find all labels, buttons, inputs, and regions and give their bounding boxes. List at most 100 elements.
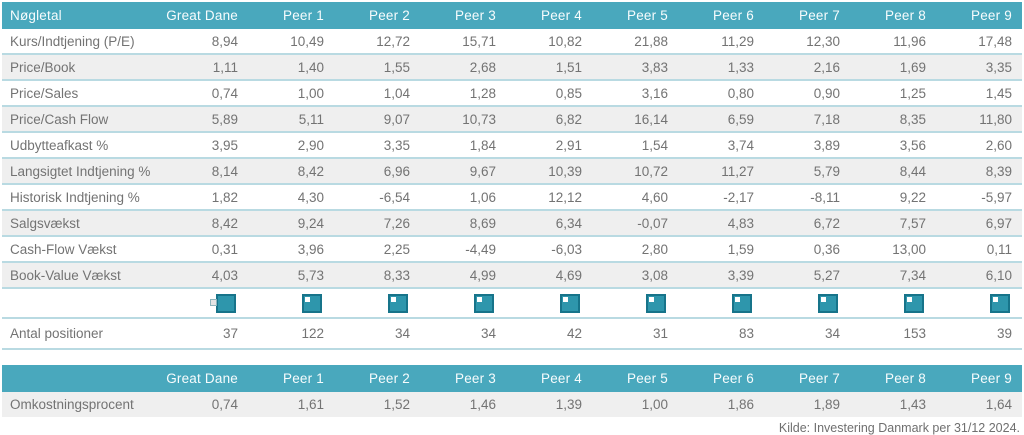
value-cell: 4,30 [248,184,334,211]
portfolio-icon [560,293,580,313]
value-cell: 3,74 [678,132,764,159]
value-cell: 12,12 [506,184,592,211]
icon-cell [936,288,1022,319]
value-cell: 1,51 [506,54,592,81]
portfolio-icon [646,293,666,313]
column-header: Peer 7 [764,365,850,392]
value-cell: 12,30 [764,29,850,55]
table-row: Historisk Indtjening % 1,82 4,30 -6,54 1,06 1… [2,184,1022,211]
row-label-header: Nøgletal [2,2,162,29]
value-cell: 2,60 [936,132,1022,159]
value-cell: 0,80 [678,80,764,107]
value-cell: 1,55 [334,54,420,81]
positions-row: Antal positioner 37 122 34 34 42 31 83 34 153 39 [2,318,1022,350]
value-cell: -2,17 [678,184,764,211]
value-cell: 9,22 [850,184,936,211]
value-cell: -6,03 [506,236,592,263]
value-cell: 1,82 [162,184,248,211]
value-cell: 1,33 [678,54,764,81]
row-label: Udbytteafkast % [2,132,162,159]
value-cell: 0,36 [764,236,850,263]
table-row: Price/Cash Flow 5,89 5,11 9,07 10,73 6,82 16,1… [2,106,1022,133]
value-cell: 11,29 [678,29,764,55]
icon-cell [592,288,678,319]
icon-cell [420,288,506,319]
value-cell: 1,64 [936,392,1022,417]
column-header: Peer 1 [248,365,334,392]
value-cell: 1,46 [420,392,506,417]
table-row: Book-Value Vækst 4,03 5,73 8,33 4,99 4,69 3,08… [2,262,1022,289]
row-label: Book-Value Vækst [2,262,162,289]
row-label: Kurs/Indtjening (P/E) [2,29,162,55]
value-cell: 10,82 [506,29,592,55]
value-cell: 21,88 [592,29,678,55]
value-cell: -5,97 [936,184,1022,211]
value-cell: 8,42 [248,158,334,185]
value-cell: 2,80 [592,236,678,263]
value-cell: 8,44 [850,158,936,185]
icon-cell [850,288,936,319]
value-cell: 3,08 [592,262,678,289]
icon-cell [506,288,592,319]
table-row: Udbytteafkast % 3,95 2,90 3,35 1,84 2,91 1,54 3… [2,132,1022,159]
value-cell: 0,11 [936,236,1022,263]
column-header: Peer 4 [506,365,592,392]
icon-cell [248,288,334,319]
portfolio-icon [210,293,236,313]
value-cell: 1,54 [592,132,678,159]
icon-cell [764,288,850,319]
column-header: Peer 6 [678,365,764,392]
value-cell: 1,39 [506,392,592,417]
column-header: Peer 9 [936,365,1022,392]
value-cell: 5,27 [764,262,850,289]
row-label [2,288,162,319]
key-figures-table: Nøgletal Great Dane Peer 1 Peer 2 Peer 3 Peer… [2,2,1022,350]
column-header: Peer 6 [678,2,764,29]
portfolio-icon [732,293,752,313]
row-label: Price/Cash Flow [2,106,162,133]
value-cell: -8,11 [764,184,850,211]
value-cell: 3,56 [850,132,936,159]
value-cell: 153 [850,318,936,350]
value-cell: 1,86 [678,392,764,417]
table-row: Cash-Flow Vækst 0,31 3,96 2,25 -4,49 -6,03 2,8… [2,236,1022,263]
value-cell: -6,54 [334,184,420,211]
value-cell: 34 [764,318,850,350]
row-label: Salgsvækst [2,210,162,237]
value-cell: 37 [162,318,248,350]
value-cell: 42 [506,318,592,350]
value-cell: 11,96 [850,29,936,55]
portfolio-icon [302,293,322,313]
value-cell: 8,94 [162,29,248,55]
value-cell: 1,59 [678,236,764,263]
value-cell: 1,61 [248,392,334,417]
portfolio-icon [818,293,838,313]
table-row: Kurs/Indtjening (P/E) 8,94 10,49 12,72 15,71… [2,29,1022,55]
column-header: Great Dane [162,365,248,392]
value-cell: 7,57 [850,210,936,237]
value-cell: 8,39 [936,158,1022,185]
value-cell: 17,48 [936,29,1022,55]
table-row: Omkostningsprocent 0,74 1,61 1,52 1,46 1,39 1,… [2,392,1022,417]
value-cell: 0,85 [506,80,592,107]
value-cell: 1,11 [162,54,248,81]
column-header: Peer 3 [420,2,506,29]
column-header: Peer 8 [850,2,936,29]
column-header: Peer 8 [850,365,936,392]
value-cell: 8,69 [420,210,506,237]
column-header: Peer 9 [936,2,1022,29]
value-cell: 2,90 [248,132,334,159]
value-cell: 8,42 [162,210,248,237]
row-label: Antal positioner [2,318,162,350]
value-cell: 5,73 [248,262,334,289]
value-cell: 7,18 [764,106,850,133]
value-cell: 2,91 [506,132,592,159]
value-cell: 3,95 [162,132,248,159]
value-cell: -0,07 [592,210,678,237]
icon-cell [162,288,248,319]
table-row: Price/Book 1,11 1,40 1,55 2,68 1,51 3,83 1,33 2,… [2,54,1022,81]
value-cell: 15,71 [420,29,506,55]
value-cell: 3,89 [764,132,850,159]
value-cell: 7,34 [850,262,936,289]
value-cell: 1,52 [334,392,420,417]
